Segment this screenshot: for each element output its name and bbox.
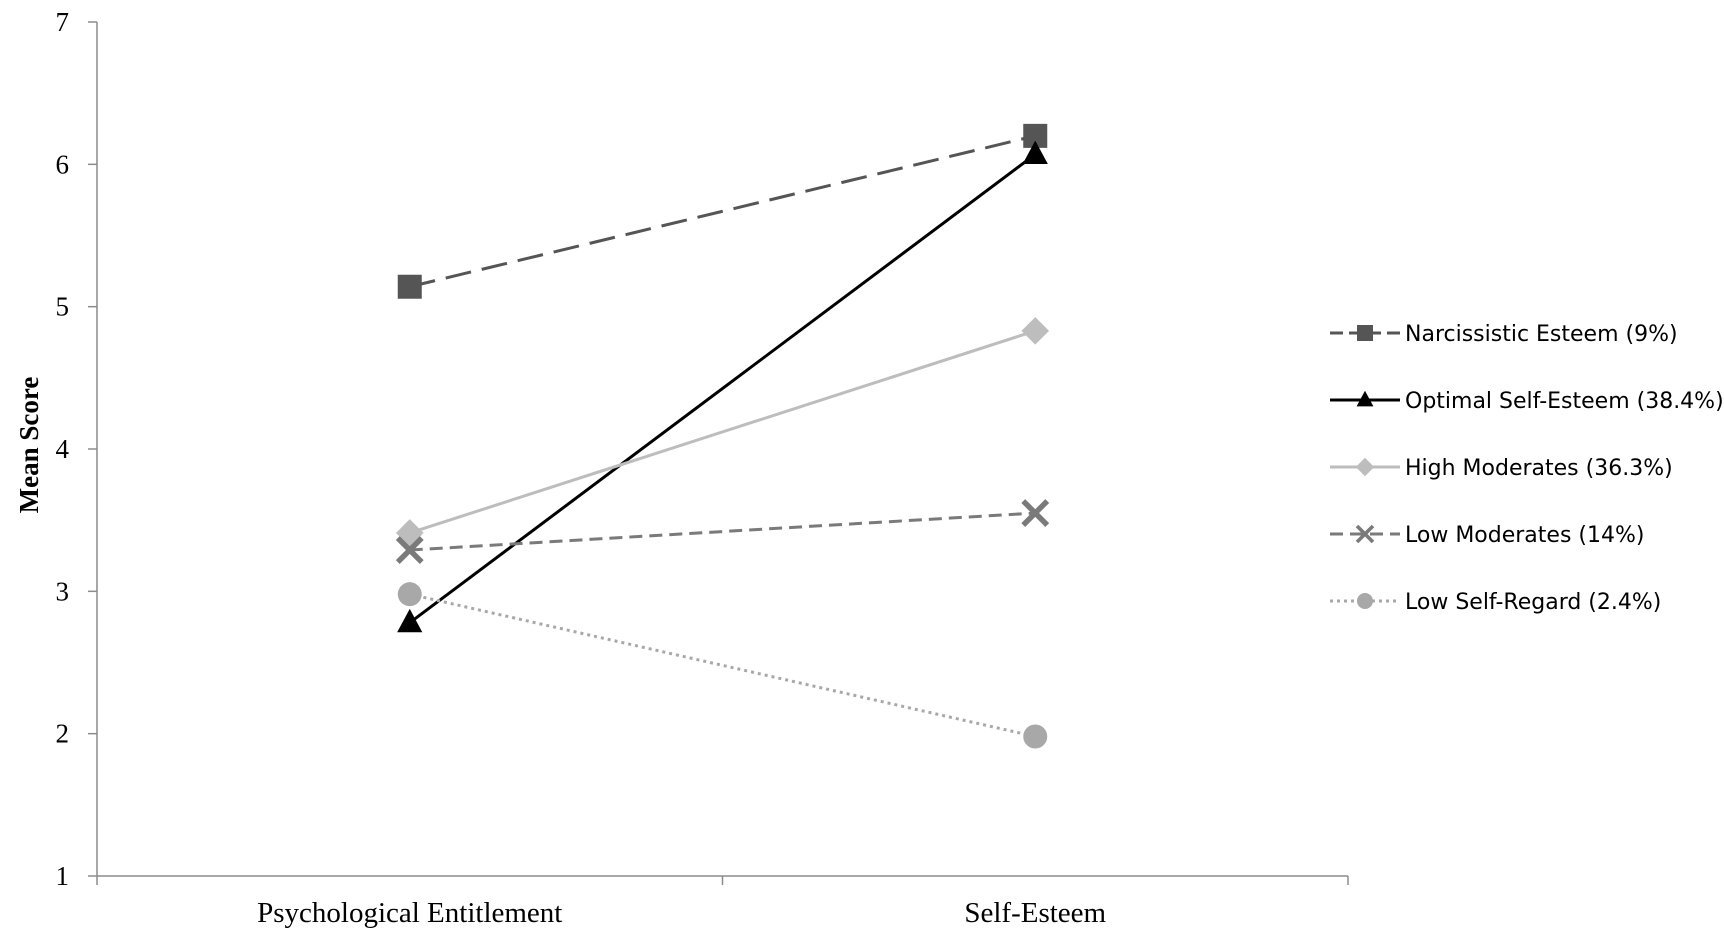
data-point <box>1021 317 1050 345</box>
axes: 1 2 3 4 5 6 7 Psychological Entitlement Self-Est… <box>14 7 1349 929</box>
legend-marker <box>1356 390 1374 407</box>
legend-item: High Moderates (36.3%) <box>1330 456 1673 481</box>
series-3 <box>395 499 1050 564</box>
series-1 <box>397 140 1048 633</box>
y-tick-label: 4 <box>56 434 70 464</box>
series-2 <box>395 317 1050 547</box>
legend: Narcissistic Esteem (9%) Optimal Self-Est… <box>1330 322 1724 615</box>
series-line <box>409 511 1036 552</box>
data-point <box>395 519 424 547</box>
legend-label: Optimal Self-Esteem (38.4%) <box>1405 389 1724 414</box>
legend-marker <box>1357 593 1373 609</box>
y-tick-label: 2 <box>56 719 70 749</box>
legend-label: Low Self-Regard (2.4%) <box>1405 590 1661 615</box>
legend-item: Low Self-Regard (2.4%) <box>1330 590 1661 615</box>
x-category-label: Psychological Entitlement <box>257 897 562 929</box>
series-4 <box>397 582 1048 749</box>
data-point <box>1023 724 1048 749</box>
legend-marker <box>1357 325 1373 341</box>
data-point <box>1021 499 1050 527</box>
series-line <box>408 153 1037 624</box>
legend-item: Optimal Self-Esteem (38.4%) <box>1330 389 1724 414</box>
y-tick-label: 7 <box>56 7 70 37</box>
legend-marker <box>1355 524 1375 544</box>
legend-label: Narcissistic Esteem (9%) <box>1405 322 1678 347</box>
series-layer <box>395 123 1050 749</box>
legend-item: Narcissistic Esteem (9%) <box>1330 322 1678 347</box>
y-tick-label: 3 <box>56 576 70 606</box>
legend-label: High Moderates (36.3%) <box>1405 456 1673 481</box>
data-point <box>1022 140 1048 164</box>
y-tick-label: 5 <box>56 292 70 322</box>
legend-marker <box>1355 457 1375 477</box>
data-point <box>395 536 424 564</box>
data-point <box>397 608 423 633</box>
data-point <box>397 274 422 299</box>
y-axis-title: Mean Score <box>14 377 44 514</box>
y-tick-label: 1 <box>56 861 70 891</box>
data-point <box>397 582 422 607</box>
legend-label: Low Moderates (14%) <box>1405 523 1644 548</box>
series-line <box>409 592 1036 738</box>
legend-item: Low Moderates (14%) <box>1330 523 1644 548</box>
x-category-label: Self-Esteem <box>964 897 1106 929</box>
series-line <box>409 134 1036 289</box>
y-tick-label: 6 <box>56 149 70 179</box>
series-line <box>409 329 1036 535</box>
series-0 <box>397 123 1048 299</box>
